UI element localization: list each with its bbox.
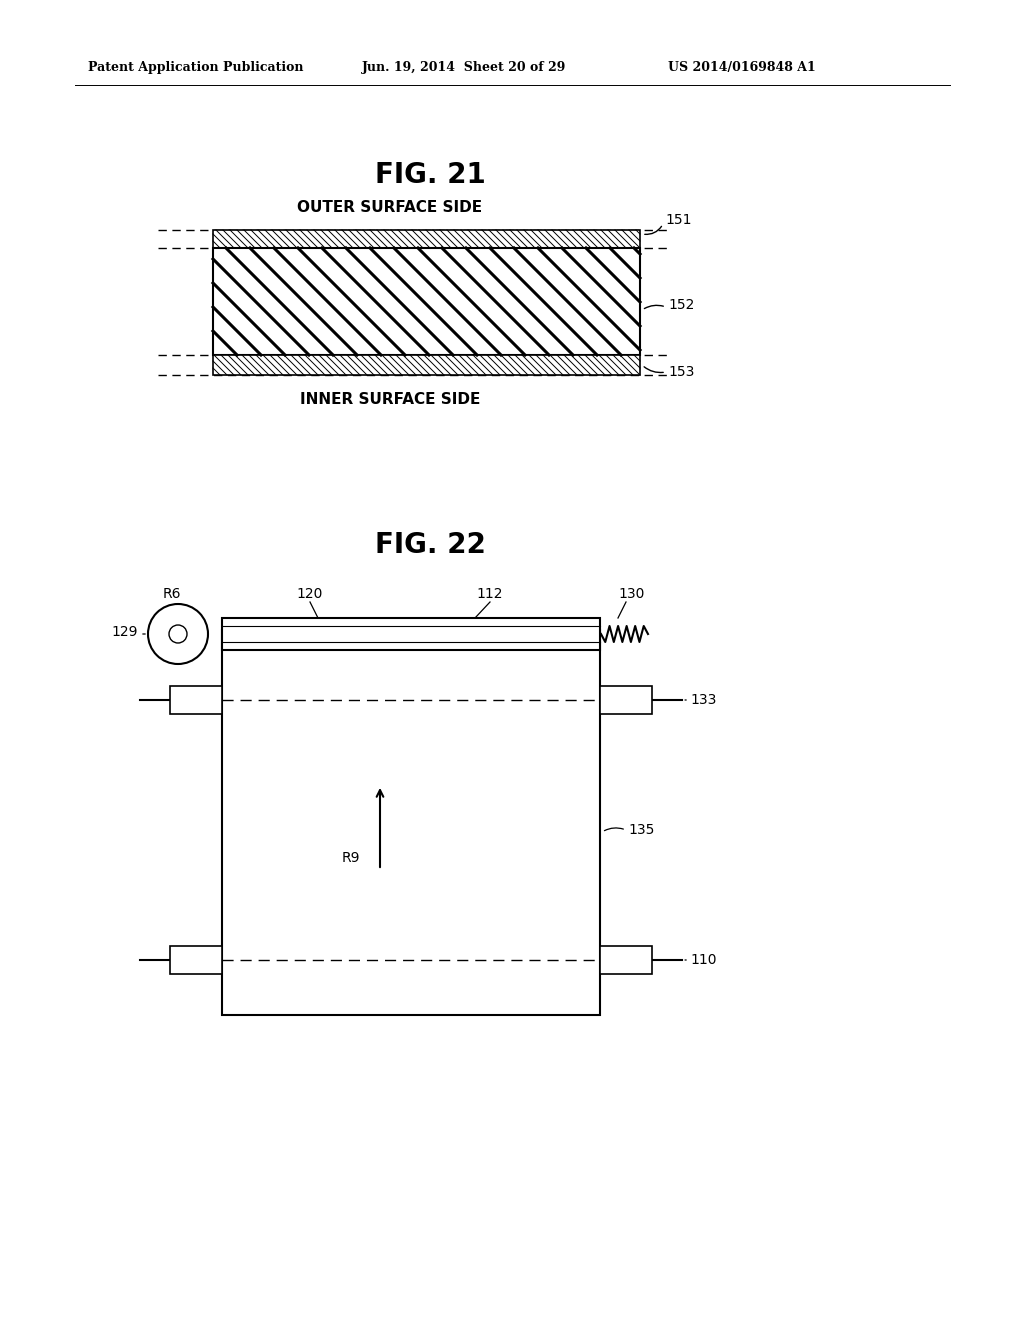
Text: 135: 135 <box>628 822 654 837</box>
Text: 129: 129 <box>112 624 138 639</box>
Bar <box>222 630 600 1015</box>
Bar <box>213 355 640 375</box>
Text: INNER SURFACE SIDE: INNER SURFACE SIDE <box>300 392 480 408</box>
Text: FIG. 21: FIG. 21 <box>375 161 485 189</box>
Text: R6: R6 <box>163 587 181 601</box>
Text: Patent Application Publication: Patent Application Publication <box>88 62 303 74</box>
Bar <box>600 946 652 974</box>
Text: R9: R9 <box>341 851 360 865</box>
Text: Jun. 19, 2014  Sheet 20 of 29: Jun. 19, 2014 Sheet 20 of 29 <box>362 62 566 74</box>
Text: 153: 153 <box>668 366 694 379</box>
Text: 112: 112 <box>477 587 503 601</box>
Text: 152: 152 <box>668 298 694 312</box>
Text: US 2014/0169848 A1: US 2014/0169848 A1 <box>668 62 816 74</box>
Text: 110: 110 <box>690 953 717 968</box>
Bar <box>170 686 222 714</box>
Text: 133: 133 <box>690 693 717 708</box>
Bar <box>213 230 640 248</box>
Text: 130: 130 <box>618 587 645 601</box>
Text: 151: 151 <box>665 213 691 227</box>
Text: OUTER SURFACE SIDE: OUTER SURFACE SIDE <box>297 199 482 214</box>
Bar <box>170 946 222 974</box>
Bar <box>213 248 640 355</box>
Bar <box>600 686 652 714</box>
Text: 120: 120 <box>297 587 324 601</box>
Text: FIG. 22: FIG. 22 <box>375 531 485 558</box>
Bar <box>222 618 600 649</box>
